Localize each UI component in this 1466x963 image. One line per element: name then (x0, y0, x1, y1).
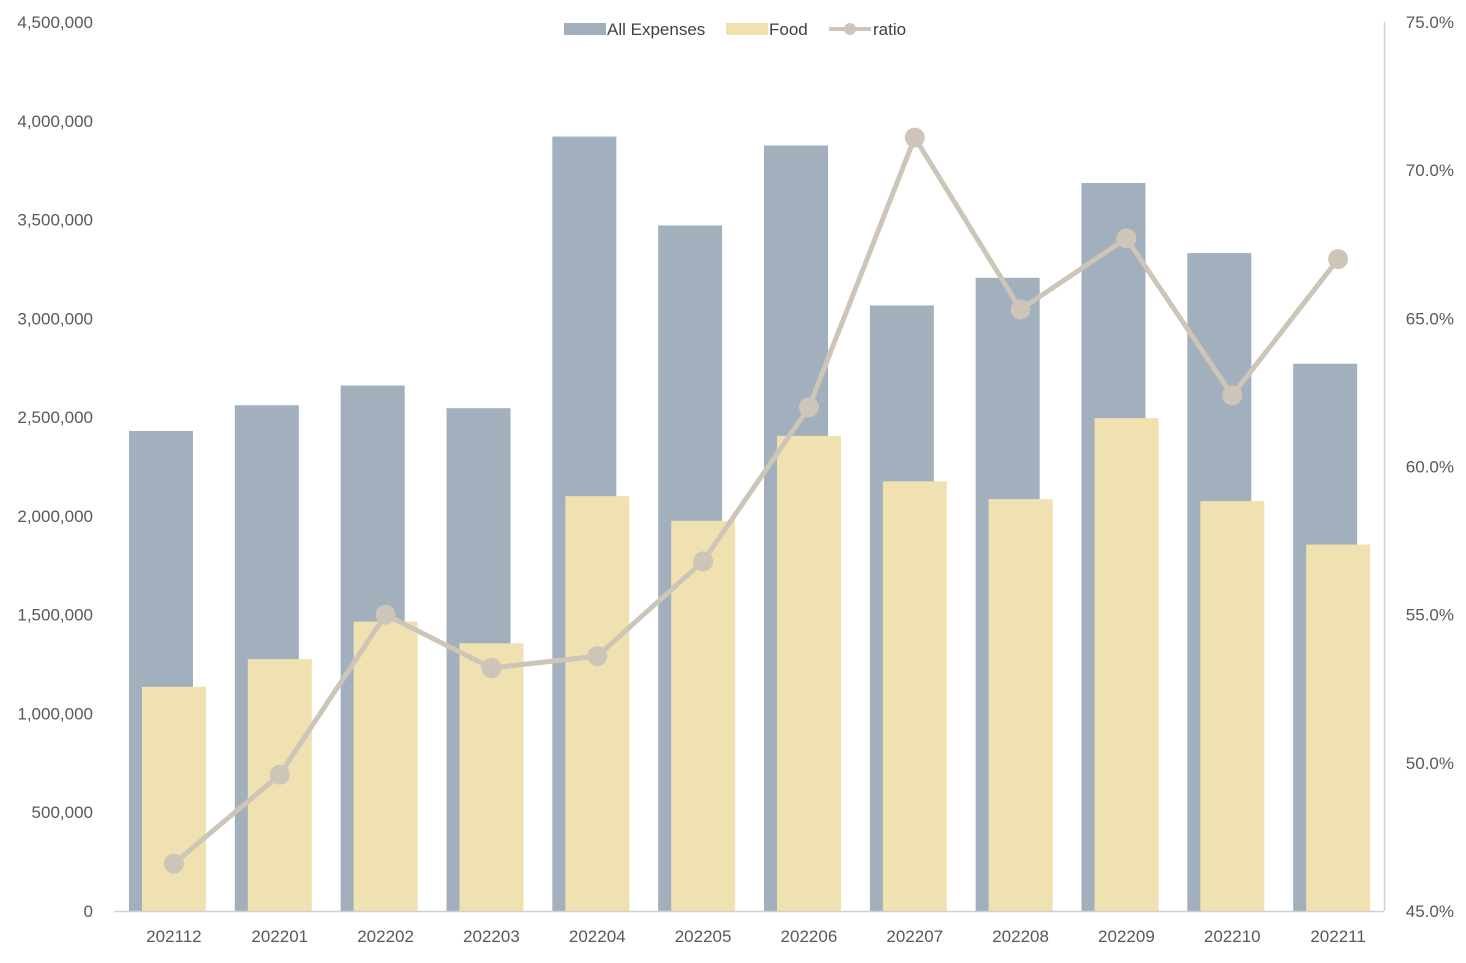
y-left-tick-label: 4,500,000 (17, 13, 93, 32)
legend-swatch-ratio-marker (844, 23, 856, 35)
ratio-point-202207 (904, 127, 925, 148)
x-tick-label: 202208 (992, 927, 1049, 946)
ratio-line (171, 135, 1341, 867)
bar-food-202206 (777, 435, 841, 911)
bar-food-202211 (1306, 544, 1371, 911)
ratio-point-202204 (587, 646, 608, 667)
ratio-point-202206 (798, 397, 819, 418)
y-right-tick-label: 65.0% (1406, 309, 1454, 328)
x-tick-label: 202211 (1310, 927, 1365, 946)
ratio-point-202210 (1222, 385, 1243, 406)
y-right-tick-label: 70.0% (1406, 161, 1454, 180)
bar-food-202203 (459, 643, 524, 911)
bar-food-202205 (671, 520, 736, 911)
y-left-tick-label: 3,000,000 (17, 309, 93, 328)
y-right-tick-label: 75.0% (1406, 13, 1454, 32)
y-left-tick-label: 4,000,000 (17, 112, 93, 131)
bars-layer (129, 136, 1371, 912)
legend-label-ratio: ratio (873, 20, 906, 39)
ratio-point-202112 (163, 853, 184, 874)
x-tick-label: 202210 (1204, 927, 1261, 946)
legend-label-food: Food (769, 20, 808, 39)
x-tick-label: 202209 (1098, 927, 1155, 946)
bar-food-202207 (882, 481, 947, 911)
bar-food-202210 (1200, 501, 1265, 911)
y-left-tick-label: 1,000,000 (17, 704, 93, 723)
y-left-tick-label: 0 (84, 902, 93, 921)
ratio-line-layer (163, 127, 1349, 874)
bar-food-202208 (988, 499, 1053, 911)
bar-food-202202 (353, 621, 418, 911)
y-right-tick-label: 45.0% (1406, 902, 1454, 921)
axes-layer (114, 22, 1386, 913)
ratio-point-202208 (1010, 299, 1031, 320)
x-tick-label: 202205 (675, 927, 732, 946)
bar-food-202201 (247, 659, 312, 911)
ratio-point-202209 (1116, 228, 1137, 249)
x-tick-label: 202203 (463, 927, 520, 946)
tick-labels-layer: 0 500,000 1,000,000 1,500,000 2,000,000 2,500… (17, 13, 1454, 946)
ratio-point-202205 (693, 551, 714, 572)
legend-label-all-expenses: All Expenses (607, 20, 705, 39)
y-left-tick-label: 2,500,000 (17, 408, 93, 427)
legend: All Expenses Food ratio (564, 20, 906, 39)
legend-swatch-all-expenses (564, 23, 606, 35)
legend-swatch-food (726, 23, 768, 35)
x-tick-label: 202206 (781, 927, 838, 946)
bar-food-202112 (142, 686, 206, 911)
ratio-point-202203 (481, 658, 502, 679)
bar-food-202209 (1094, 418, 1159, 911)
y-right-tick-label: 60.0% (1406, 458, 1454, 477)
x-tick-label: 202202 (357, 927, 414, 946)
x-tick-label: 202204 (569, 927, 626, 946)
x-tick-label: 202112 (146, 927, 201, 946)
ratio-point-202202 (375, 604, 396, 625)
x-tick-label: 202207 (886, 927, 943, 946)
y-left-tick-label: 3,500,000 (17, 211, 93, 230)
bar-food-202204 (565, 496, 630, 911)
x-tick-label: 202201 (251, 927, 308, 946)
ratio-point-202211 (1328, 249, 1349, 270)
ratio-point-202201 (269, 764, 290, 785)
y-right-tick-label: 50.0% (1406, 754, 1454, 773)
y-right-tick-label: 55.0% (1406, 606, 1454, 625)
y-left-tick-label: 500,000 (32, 803, 93, 822)
y-left-tick-label: 2,000,000 (17, 507, 93, 526)
y-left-tick-label: 1,500,000 (17, 606, 93, 625)
